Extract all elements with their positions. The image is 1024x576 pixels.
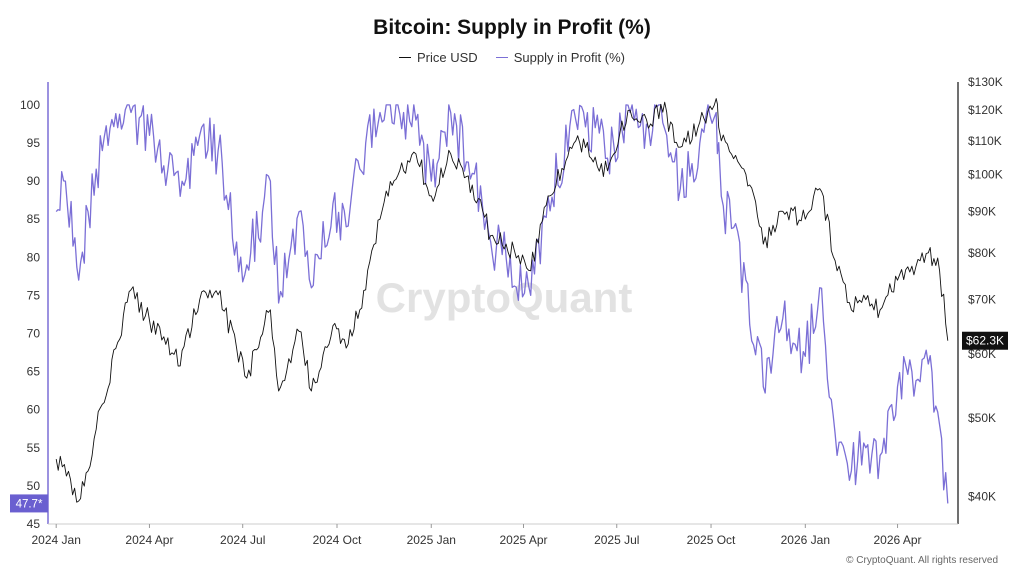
x-tick-label: 2025 Jul	[594, 533, 639, 547]
y-right-tick-label: $100K	[968, 167, 1003, 181]
labels-layer: 47.7* $62.3K	[10, 331, 1008, 513]
supply-last-value-badge	[10, 494, 48, 513]
legend-label-supply: Supply in Profit (%)	[513, 50, 625, 65]
y-left-tick-label: 60	[27, 403, 41, 417]
y-right-tick-label: $50K	[968, 411, 996, 425]
axes-group: 45 50 55 60 65 70 75 80 85 90 95 100 $40K $50K $60K $70…	[20, 75, 1003, 547]
y-left-tick-label: 70	[27, 326, 41, 340]
x-tick-label: 2026 Jan	[781, 533, 830, 547]
legend-item-supply[interactable]: Supply in Profit (%)	[495, 50, 625, 65]
y-right-tick-label: $120K	[968, 103, 1003, 117]
copyright-text: © CryptoQuant. All rights reserved	[846, 555, 998, 566]
y-left-tick-label: 75	[27, 288, 41, 302]
supply-last-value-label: 47.7*	[16, 498, 43, 510]
y-left-tick-label: 65	[27, 365, 41, 379]
y-right-tick-label: $110K	[968, 134, 1002, 148]
series-layer	[55, 98, 949, 504]
y-left-tick-label: 80	[27, 250, 41, 264]
y-right-tick-label: $40K	[968, 490, 996, 504]
x-tick-label: 2025 Apr	[499, 533, 547, 547]
y-left-tick-label: 95	[27, 136, 41, 150]
y-left-tick-label: 85	[27, 212, 41, 226]
x-tick-label: 2025 Jan	[407, 533, 456, 547]
x-tick-label: 2024 Apr	[125, 533, 173, 547]
y-right-tick-label: $60K	[968, 347, 996, 361]
x-tick-label: 2026 Apr	[874, 533, 922, 547]
price-last-value-badge	[962, 331, 1008, 350]
x-tick-label: 2025 Oct	[687, 533, 736, 547]
legend-label-price: Price USD	[417, 50, 478, 65]
legend-item-price[interactable]: Price USD	[399, 50, 478, 65]
watermark-text: CryptoQuant	[376, 274, 633, 321]
legend-swatch-supply	[495, 57, 508, 58]
y-right-tick-label: $70K	[968, 293, 996, 307]
x-tick-label: 2024 Jul	[220, 533, 265, 547]
x-tick-label: 2024 Jan	[32, 533, 81, 547]
y-right-tick-label: $90K	[968, 204, 996, 218]
chart-title: Bitcoin: Supply in Profit (%)	[373, 16, 651, 39]
y-left-tick-label: 100	[20, 98, 40, 112]
x-tick-label: 2024 Oct	[313, 533, 362, 547]
y-right-tick-label: $130K	[968, 75, 1003, 89]
legend: Price USD Supply in Profit (%)	[0, 50, 1024, 65]
legend-swatch-price	[399, 57, 412, 58]
series-line-price-usd	[55, 98, 949, 503]
y-left-tick-label: 55	[27, 441, 41, 455]
y-left-tick-label: 90	[27, 174, 41, 188]
y-left-tick-label: 45	[27, 517, 41, 531]
y-right-tick-label: $80K	[968, 246, 996, 260]
y-left-tick-label: 50	[27, 479, 41, 493]
price-last-value-label: $62.3K	[966, 334, 1004, 348]
series-line-supply-in-profit	[55, 104, 949, 504]
